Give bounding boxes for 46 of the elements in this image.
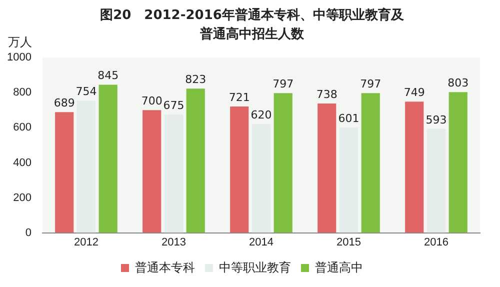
x-tick-label: 2014	[248, 236, 274, 248]
data-label: 620	[250, 108, 272, 122]
bar	[98, 84, 118, 233]
x-tick-label: 2013	[161, 236, 186, 248]
bar	[426, 128, 446, 233]
bar	[55, 112, 74, 233]
data-label: 700	[141, 94, 162, 108]
data-label: 601	[338, 112, 360, 125]
data-label: 675	[163, 98, 184, 112]
data-label: 721	[228, 90, 250, 104]
bar	[318, 104, 336, 233]
x-tick-label: 2012	[74, 236, 98, 248]
bar	[361, 93, 380, 233]
legend-label: 普通本专科	[135, 260, 195, 274]
y-tick-label: 800	[13, 86, 32, 99]
data-label: 803	[448, 76, 469, 90]
data-label: 845	[98, 69, 119, 82]
data-label: 593	[426, 113, 447, 126]
data-label: 738	[316, 88, 338, 101]
legend-label: 中等职业教育	[219, 260, 291, 274]
bar	[339, 128, 358, 233]
data-label: 689	[54, 96, 75, 110]
data-label: 754	[76, 85, 97, 98]
bar	[186, 88, 205, 233]
bar	[252, 124, 271, 233]
legend-label: 普通高中	[315, 260, 363, 274]
bar	[274, 93, 292, 233]
y-tick-label: 600	[13, 122, 32, 134]
y-axis-title: 万人	[8, 34, 32, 51]
data-label: 823	[185, 72, 206, 86]
y-tick-label: 0	[25, 226, 32, 239]
bar	[142, 110, 162, 233]
data-label: 797	[360, 78, 382, 91]
y-tick-label: 200	[13, 192, 32, 204]
bar	[76, 100, 96, 233]
x-tick-label: 2015	[336, 236, 361, 248]
bar	[448, 92, 468, 233]
chart-title: 图20 2012-2016年普通本专科、中等职业教育及普通高中招生人数	[99, 6, 405, 44]
bar	[405, 102, 424, 233]
bar	[230, 106, 249, 233]
y-tick-label: 400	[13, 156, 32, 169]
x-tick-label: 2016	[424, 236, 448, 248]
data-label: 749	[404, 86, 425, 99]
y-tick-label: 1000	[6, 52, 32, 64]
bar	[164, 114, 184, 233]
data-label: 797	[272, 78, 294, 91]
